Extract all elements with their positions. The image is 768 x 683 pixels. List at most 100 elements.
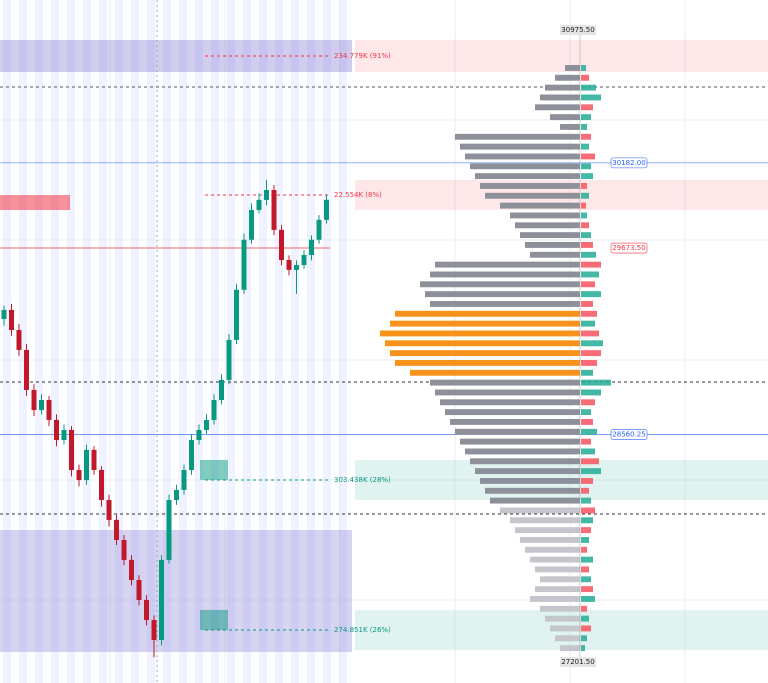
zone-box (200, 610, 228, 631)
stripe (259, 0, 267, 683)
axis-badge (560, 657, 596, 667)
stripe (51, 0, 59, 683)
profile-bar (530, 251, 580, 258)
delta-bar (581, 566, 589, 573)
delta-bar (581, 124, 587, 130)
candle-body (76, 470, 82, 481)
profile-bar (435, 389, 580, 396)
profile-bar (420, 281, 580, 288)
candle-body (91, 449, 97, 471)
delta-bar (581, 291, 601, 298)
delta-bar (581, 350, 601, 357)
delta-bar (581, 261, 601, 268)
delta-bar (581, 251, 596, 258)
delta-bar (581, 448, 595, 455)
profile-bar (545, 615, 580, 622)
profile-bar (485, 192, 580, 199)
delta-bar (581, 546, 587, 553)
delta-bar (581, 556, 593, 563)
profile-bar (455, 133, 580, 140)
profile-bar (475, 468, 580, 475)
delta-bar (581, 419, 593, 425)
profile-bar (530, 596, 580, 602)
zone-box (200, 459, 228, 480)
delta-bar (581, 330, 599, 337)
profile-bar (525, 546, 580, 553)
profile-bar (520, 537, 580, 543)
session-stripes (3, 0, 347, 683)
profile-bar (530, 556, 580, 563)
stripe (3, 0, 11, 683)
candle-body (271, 190, 277, 230)
delta-bar (581, 468, 601, 475)
delta-bar (581, 281, 595, 288)
profile-bar (515, 222, 580, 229)
delta-bar (581, 645, 585, 652)
profile-bar (525, 242, 580, 248)
delta-bar (581, 635, 587, 642)
candle-body (279, 229, 284, 261)
stripe (195, 0, 203, 683)
stripe (83, 0, 91, 683)
stripe (115, 0, 123, 683)
delta-bar (581, 84, 596, 91)
stripe (99, 0, 107, 683)
candle-body (31, 389, 37, 411)
profile-bar (520, 232, 580, 239)
delta-bar (581, 507, 595, 514)
delta-bar (581, 320, 595, 327)
profile-bar (500, 507, 580, 514)
profile-bar (385, 340, 580, 347)
candle-body (99, 470, 104, 500)
delta-bar (581, 340, 603, 347)
profile-bar (460, 438, 580, 445)
stripe (131, 0, 139, 683)
profile-bar (465, 153, 580, 160)
candle-body (324, 199, 329, 220)
profile-bar (565, 65, 580, 71)
delta-bar (581, 301, 593, 307)
delta-bar (581, 517, 593, 524)
candle-body (16, 330, 22, 350)
profile-bar (430, 301, 580, 307)
price-badge (610, 242, 648, 254)
profile-bar (555, 74, 580, 81)
stripe (67, 0, 75, 683)
profile-bar (380, 330, 580, 337)
profile-bar (480, 183, 580, 189)
delta-bar (581, 173, 593, 180)
delta-bar (581, 399, 595, 406)
delta-bar (581, 133, 591, 140)
profile-bar (480, 478, 580, 484)
delta-bar (581, 458, 599, 465)
profile-bar (535, 566, 580, 573)
profile-bar (560, 124, 580, 130)
candle-body (189, 440, 194, 471)
purple-box (0, 530, 352, 652)
candle-body (69, 429, 74, 471)
profile-bar (470, 163, 580, 170)
stripe (275, 0, 283, 683)
stripe (339, 0, 347, 683)
delta-bar (581, 379, 611, 386)
candle-body (46, 400, 52, 420)
delta-bar (581, 310, 597, 317)
delta-bar (581, 586, 593, 593)
delta-bar (581, 192, 589, 199)
stripe (163, 0, 171, 683)
profile-bar (515, 527, 580, 534)
stripe (35, 0, 43, 683)
candle-body (61, 429, 67, 441)
candle-body (114, 519, 119, 541)
profile-bar (555, 635, 580, 642)
candle-body (204, 419, 209, 430)
price-badge (610, 157, 648, 169)
profile-bar (435, 261, 580, 268)
candle-body (294, 265, 299, 270)
candle-body (316, 219, 322, 240)
profile-bar (450, 419, 580, 425)
price-badge-label: 28560.25 (612, 430, 645, 438)
red-box (0, 195, 70, 210)
profile-bar (455, 428, 580, 435)
